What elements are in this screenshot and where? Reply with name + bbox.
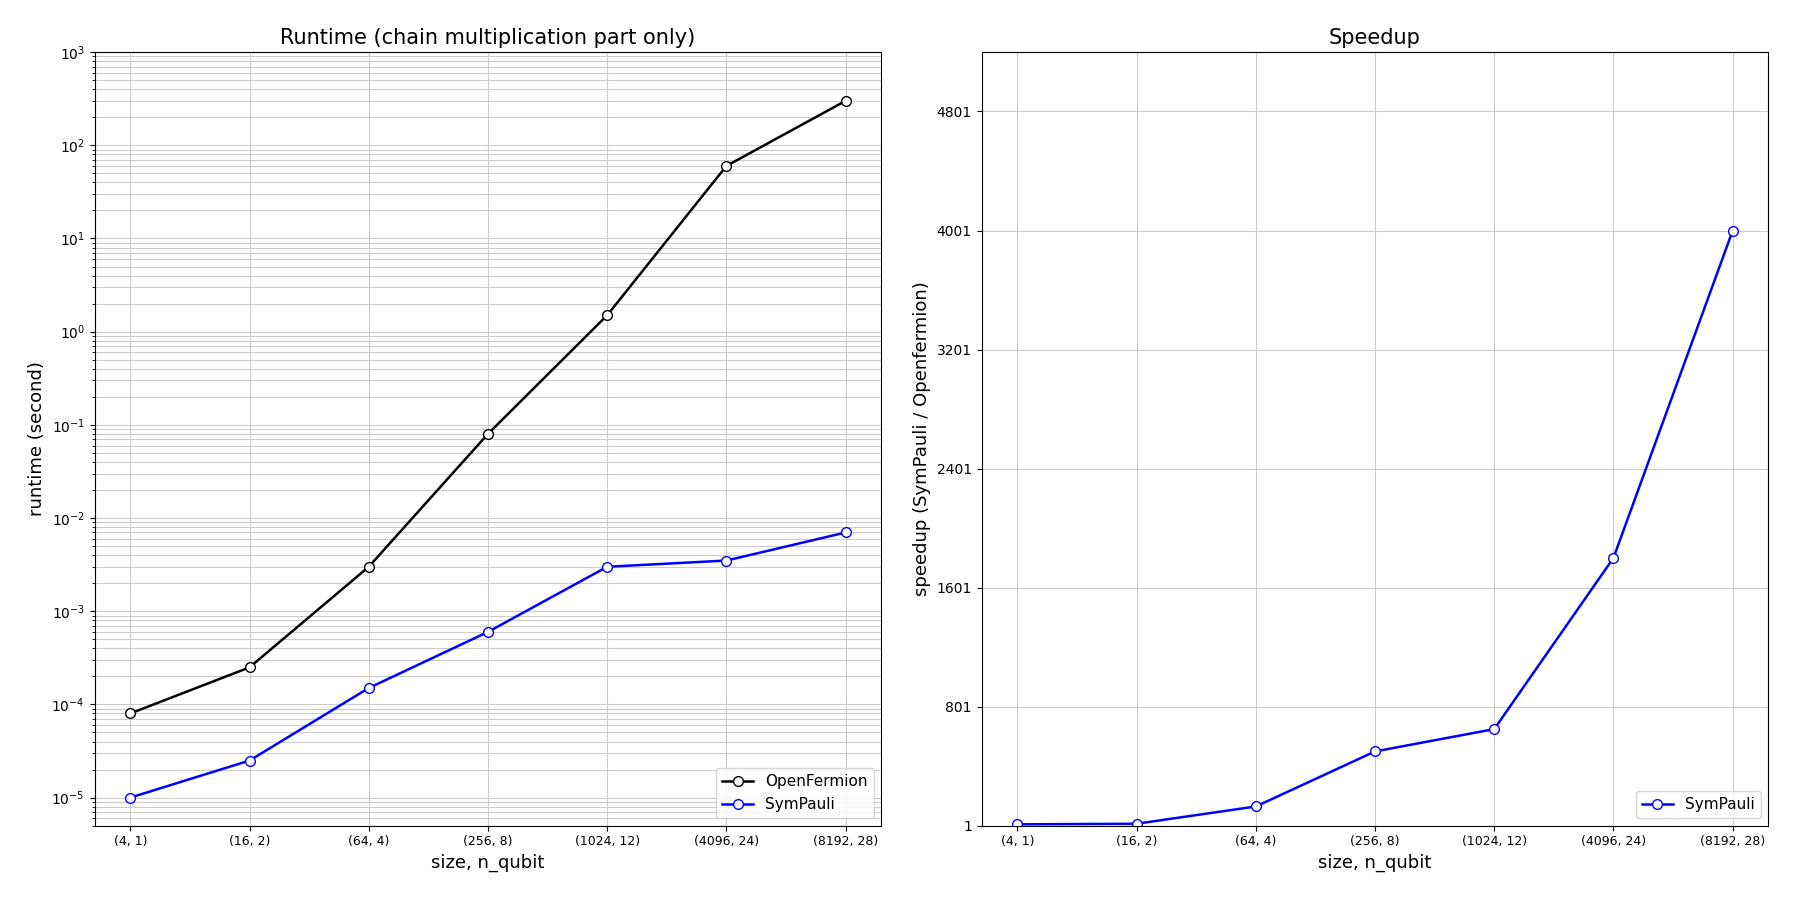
SymPauli bbox=[596, 562, 617, 572]
SymPauli bbox=[119, 792, 140, 803]
SymPauli bbox=[1723, 225, 1744, 236]
OpenFermion bbox=[716, 160, 738, 171]
Y-axis label: runtime (second): runtime (second) bbox=[27, 362, 45, 517]
Legend: SymPauli: SymPauli bbox=[1636, 791, 1760, 818]
SymPauli bbox=[1006, 819, 1028, 830]
SymPauli bbox=[358, 682, 380, 693]
OpenFermion bbox=[358, 562, 380, 572]
Legend: OpenFermion, SymPauli: OpenFermion, SymPauli bbox=[716, 769, 873, 818]
OpenFermion bbox=[596, 310, 617, 320]
X-axis label: size, n_qubit: size, n_qubit bbox=[432, 854, 545, 872]
SymPauli bbox=[835, 527, 857, 538]
SymPauli bbox=[239, 755, 261, 766]
OpenFermion bbox=[119, 708, 140, 719]
SymPauli bbox=[1602, 553, 1624, 563]
OpenFermion bbox=[835, 95, 857, 106]
OpenFermion bbox=[477, 428, 499, 439]
SymPauli bbox=[1483, 724, 1505, 734]
Line: OpenFermion: OpenFermion bbox=[126, 96, 850, 718]
SymPauli bbox=[477, 626, 499, 637]
Title: Speedup: Speedup bbox=[1328, 28, 1420, 48]
Y-axis label: speedup (SymPauli / Openfermion): speedup (SymPauli / Openfermion) bbox=[913, 282, 931, 597]
SymPauli bbox=[1125, 818, 1147, 829]
SymPauli bbox=[1246, 801, 1267, 812]
SymPauli bbox=[716, 555, 738, 566]
Line: SymPauli: SymPauli bbox=[126, 527, 850, 803]
SymPauli bbox=[1364, 746, 1386, 757]
OpenFermion bbox=[239, 662, 261, 673]
X-axis label: size, n_qubit: size, n_qubit bbox=[1318, 854, 1431, 872]
Line: SymPauli: SymPauli bbox=[1013, 226, 1737, 829]
Title: Runtime (chain multiplication part only): Runtime (chain multiplication part only) bbox=[281, 28, 695, 48]
